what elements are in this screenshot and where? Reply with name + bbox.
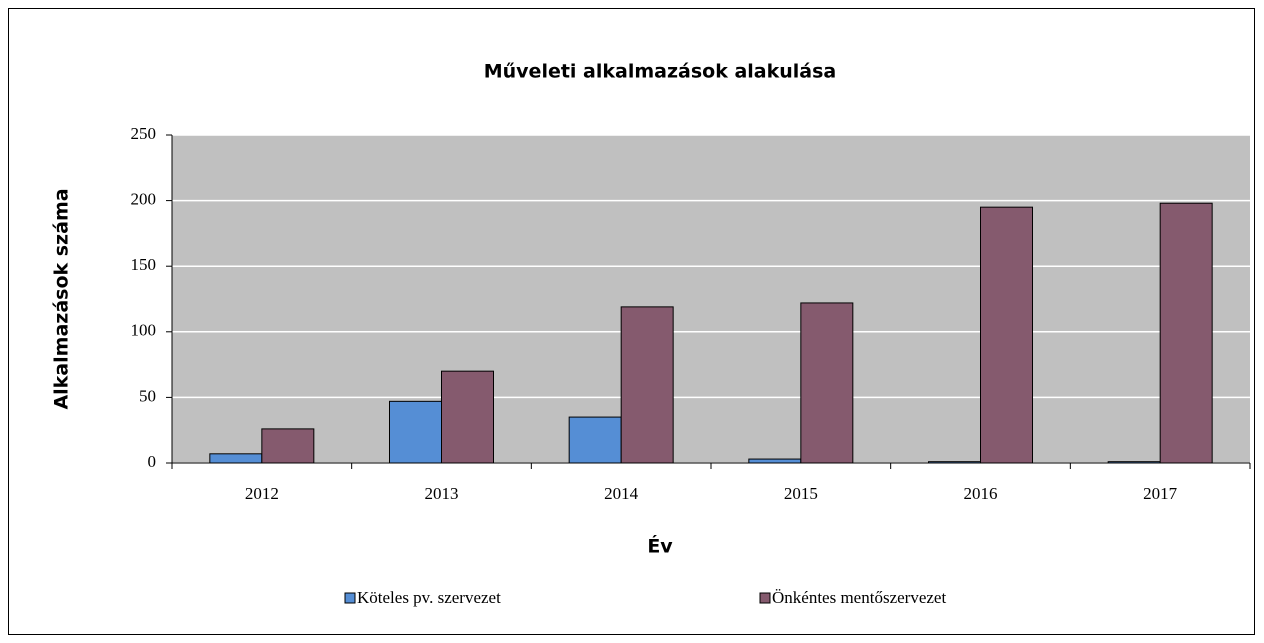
legend-label: Köteles pv. szervezet xyxy=(357,588,501,607)
x-axis-label: Év xyxy=(647,535,673,558)
y-tick-label: 250 xyxy=(131,124,157,143)
y-tick-label: 0 xyxy=(148,452,157,471)
bar xyxy=(800,302,854,464)
legend-label: Önkéntes mentőszervezet xyxy=(772,588,946,607)
x-tick-label: 2016 xyxy=(964,484,998,503)
legend-swatch xyxy=(759,592,771,604)
legend-swatch xyxy=(344,592,356,604)
x-tick-label: 2012 xyxy=(245,484,279,503)
y-tick-label: 150 xyxy=(131,255,157,274)
y-tick-label: 200 xyxy=(131,190,157,209)
plot-area xyxy=(172,135,1250,463)
bar xyxy=(389,400,442,464)
y-axis-label: Alkalmazások száma xyxy=(51,188,73,409)
bar xyxy=(620,306,674,464)
bar xyxy=(209,453,263,464)
y-tick-label: 100 xyxy=(131,321,157,340)
x-tick-label: 2014 xyxy=(604,484,639,503)
bar xyxy=(568,416,622,464)
bar xyxy=(1159,202,1213,464)
x-tick-label: 2017 xyxy=(1143,484,1178,503)
chart-title: Műveleti alkalmazások alakulása xyxy=(484,61,837,83)
bar xyxy=(261,428,315,464)
bar xyxy=(441,370,494,464)
x-tick-label: 2013 xyxy=(425,484,459,503)
bar xyxy=(748,458,802,464)
x-tick-label: 2015 xyxy=(784,484,818,503)
bar xyxy=(980,206,1033,464)
y-tick-label: 50 xyxy=(139,386,156,405)
